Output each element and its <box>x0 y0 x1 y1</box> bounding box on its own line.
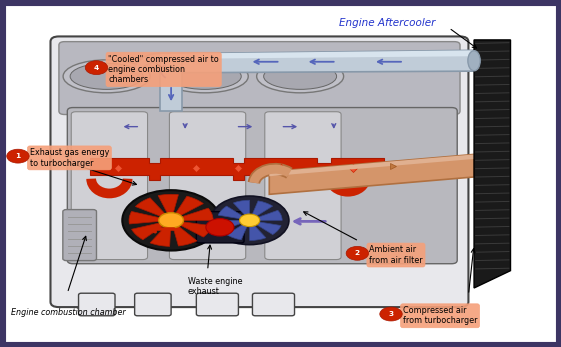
FancyBboxPatch shape <box>59 42 460 115</box>
Wedge shape <box>171 220 212 237</box>
Polygon shape <box>90 158 384 180</box>
FancyBboxPatch shape <box>265 112 341 260</box>
Polygon shape <box>474 40 511 288</box>
Wedge shape <box>129 211 171 224</box>
FancyBboxPatch shape <box>67 108 457 264</box>
FancyBboxPatch shape <box>79 293 115 316</box>
FancyBboxPatch shape <box>63 210 96 261</box>
Circle shape <box>122 190 220 251</box>
Wedge shape <box>132 220 171 240</box>
Circle shape <box>210 196 289 245</box>
Circle shape <box>346 246 369 260</box>
Polygon shape <box>269 154 474 194</box>
Wedge shape <box>171 220 197 246</box>
Wedge shape <box>158 194 178 220</box>
Circle shape <box>85 61 108 75</box>
FancyBboxPatch shape <box>169 112 246 260</box>
Wedge shape <box>171 208 213 220</box>
Polygon shape <box>160 54 182 111</box>
Wedge shape <box>150 220 171 246</box>
FancyBboxPatch shape <box>196 212 244 243</box>
Wedge shape <box>171 196 203 220</box>
Wedge shape <box>250 210 282 220</box>
Circle shape <box>159 213 183 228</box>
Polygon shape <box>160 50 474 59</box>
Wedge shape <box>250 201 273 220</box>
Circle shape <box>206 219 234 236</box>
Text: 3: 3 <box>389 311 393 317</box>
Text: Compressed air
from turbocharger: Compressed air from turbocharger <box>403 306 477 325</box>
Text: Waste engine
exhaust: Waste engine exhaust <box>188 277 242 296</box>
Wedge shape <box>135 198 171 220</box>
Circle shape <box>240 214 260 227</box>
Text: Ambient air
from air filter: Ambient air from air filter <box>369 245 423 265</box>
Polygon shape <box>269 154 474 176</box>
Text: 4: 4 <box>94 65 99 71</box>
Text: Engine Aftercooler: Engine Aftercooler <box>339 18 436 27</box>
Ellipse shape <box>256 60 343 93</box>
Wedge shape <box>250 220 281 235</box>
Text: 2: 2 <box>355 250 360 256</box>
Ellipse shape <box>264 63 337 89</box>
Circle shape <box>7 149 29 163</box>
Text: 1: 1 <box>15 153 21 159</box>
Polygon shape <box>160 50 474 73</box>
Ellipse shape <box>468 51 480 71</box>
FancyBboxPatch shape <box>71 112 148 260</box>
Wedge shape <box>227 220 250 240</box>
Text: "Cooled" compressed air to
engine combustion
chambers: "Cooled" compressed air to engine combus… <box>108 54 219 84</box>
Circle shape <box>380 307 402 321</box>
Text: Exhaust gas energy
to turbocharger: Exhaust gas energy to turbocharger <box>30 148 109 168</box>
Ellipse shape <box>63 60 150 93</box>
Text: Engine combustion chamber: Engine combustion chamber <box>11 308 126 317</box>
Ellipse shape <box>168 63 241 89</box>
Ellipse shape <box>70 63 143 89</box>
Wedge shape <box>217 220 250 230</box>
FancyBboxPatch shape <box>196 293 238 316</box>
FancyBboxPatch shape <box>252 293 295 316</box>
Ellipse shape <box>162 60 248 93</box>
Wedge shape <box>233 200 250 220</box>
FancyBboxPatch shape <box>135 293 171 316</box>
Wedge shape <box>250 220 266 240</box>
FancyBboxPatch shape <box>50 36 468 307</box>
Wedge shape <box>218 206 250 220</box>
